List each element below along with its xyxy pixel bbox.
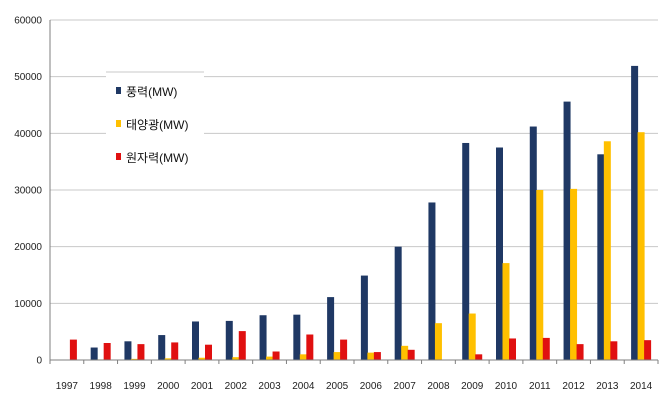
bar-wind-1999 bbox=[124, 341, 132, 360]
x-tick-label: 2000 bbox=[157, 381, 180, 392]
bar-nuclear-2007 bbox=[407, 349, 415, 360]
bar-solar-2011 bbox=[536, 190, 544, 360]
bar-solar-1999 bbox=[130, 358, 138, 360]
bar-nuclear-2006 bbox=[373, 352, 381, 360]
bar-wind-2008 bbox=[428, 202, 436, 360]
x-tick-label: 2003 bbox=[258, 381, 281, 392]
y-tick-label: 10000 bbox=[14, 299, 42, 310]
legend-label-nuclear: 원자력(MW) bbox=[126, 151, 188, 165]
bar-solar-2003 bbox=[266, 356, 274, 360]
bar-solar-2008 bbox=[434, 323, 442, 360]
bar-nuclear-2002 bbox=[238, 331, 246, 360]
x-tick-label: 2004 bbox=[292, 381, 315, 392]
y-axis-ticks: 0 10000 20000 30000 40000 50000 60000 bbox=[14, 16, 42, 367]
bar-nuclear-2004 bbox=[306, 334, 314, 360]
y-tick-label: 50000 bbox=[14, 72, 42, 83]
bars bbox=[69, 65, 652, 361]
x-tick-label: 1998 bbox=[90, 381, 113, 392]
bar-solar-2004 bbox=[299, 354, 307, 360]
bar-wind-2011 bbox=[529, 126, 537, 360]
x-tick-label: 2010 bbox=[495, 381, 518, 392]
bar-wind-2014 bbox=[631, 65, 639, 361]
bar-wind-2003 bbox=[259, 315, 267, 360]
bar-solar-2010 bbox=[502, 263, 510, 360]
legend: 풍력(MW) 태양광(MW) 원자력(MW) bbox=[106, 71, 204, 180]
x-tick-label: 2009 bbox=[461, 381, 484, 392]
bar-solar-2013 bbox=[603, 141, 611, 360]
x-tick-label: 2008 bbox=[427, 381, 450, 392]
x-tick-label: 2014 bbox=[630, 381, 653, 392]
bar-wind-2010 bbox=[496, 147, 503, 360]
bar-nuclear-2010 bbox=[509, 338, 516, 360]
x-tick-label: 2005 bbox=[326, 381, 349, 392]
bar-solar-2012 bbox=[570, 188, 578, 360]
bar-wind-2005 bbox=[327, 297, 335, 360]
y-tick-label: 40000 bbox=[14, 129, 42, 140]
y-tick-label: 30000 bbox=[14, 186, 42, 197]
bar-nuclear-2012 bbox=[576, 344, 584, 360]
x-tick-label: 1999 bbox=[123, 381, 146, 392]
y-tick-label: 20000 bbox=[14, 242, 42, 253]
x-tick-label: 1997 bbox=[56, 381, 79, 392]
bar-nuclear-2005 bbox=[340, 339, 348, 360]
x-tick-label: 2011 bbox=[529, 381, 551, 392]
x-tick-label: 2007 bbox=[394, 381, 417, 392]
bar-solar-2001 bbox=[198, 357, 206, 360]
bar-wind-2009 bbox=[462, 142, 470, 360]
bar-solar-2006 bbox=[367, 352, 375, 360]
bar-solar-2002 bbox=[232, 357, 240, 360]
bar-solar-2005 bbox=[333, 352, 341, 360]
bar-wind-1998 bbox=[90, 347, 98, 360]
bar-wind-2004 bbox=[293, 314, 301, 360]
bar-nuclear-2011 bbox=[542, 337, 550, 360]
bar-nuclear-1997 bbox=[69, 339, 77, 360]
bar-nuclear-2009 bbox=[475, 354, 483, 360]
legend-label-wind: 풍력(MW) bbox=[126, 85, 177, 99]
bar-nuclear-2003 bbox=[272, 351, 280, 360]
bar-nuclear-2013 bbox=[610, 341, 618, 360]
legend-swatch-wind bbox=[116, 87, 121, 94]
bar-solar-2014 bbox=[637, 132, 645, 360]
legend-swatch-nuclear bbox=[116, 153, 121, 160]
bar-wind-2002 bbox=[225, 320, 233, 360]
legend-background bbox=[106, 72, 204, 180]
x-tick-label: 2001 bbox=[191, 381, 214, 392]
bar-nuclear-2001 bbox=[205, 344, 212, 360]
x-tick-label: 2006 bbox=[360, 381, 383, 392]
x-tick-label: 2002 bbox=[225, 381, 248, 392]
y-tick-label: 0 bbox=[36, 356, 42, 367]
bar-wind-2006 bbox=[360, 275, 368, 360]
bar-nuclear-2014 bbox=[644, 340, 652, 360]
bar-wind-2007 bbox=[394, 246, 402, 360]
bar-solar-2009 bbox=[468, 313, 476, 360]
legend-swatch-solar bbox=[116, 120, 121, 127]
x-tick-label: 2012 bbox=[562, 381, 585, 392]
legend-label-solar: 태양광(MW) bbox=[126, 118, 188, 132]
bar-wind-2013 bbox=[597, 154, 605, 360]
bar-solar-2000 bbox=[164, 358, 172, 360]
bar-wind-2000 bbox=[158, 335, 166, 360]
bar-wind-2001 bbox=[192, 321, 199, 360]
bar-wind-2012 bbox=[563, 101, 571, 360]
bar-nuclear-2000 bbox=[171, 342, 179, 360]
bar-solar-2007 bbox=[401, 345, 409, 360]
x-tick-label: 2013 bbox=[596, 381, 619, 392]
bar-nuclear-1998 bbox=[103, 343, 111, 360]
y-tick-label: 60000 bbox=[14, 16, 42, 27]
bar-nuclear-1999 bbox=[137, 344, 145, 360]
x-axis-ticks: 1997 1998 1999 2000 2001 2002 2003 2004 2005 2006… bbox=[49, 360, 659, 392]
